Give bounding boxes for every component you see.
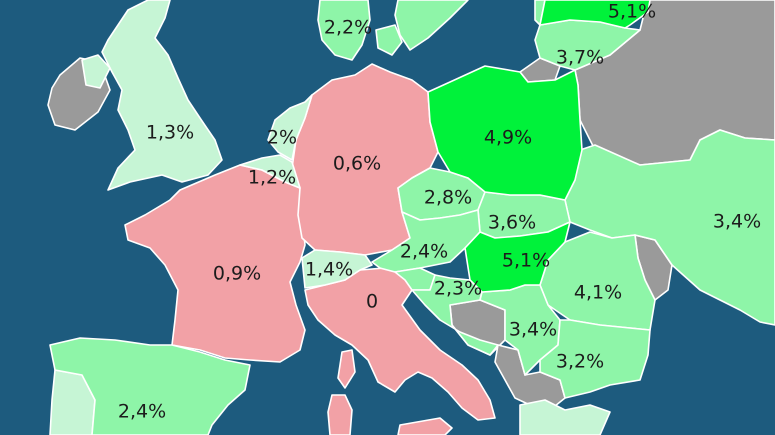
label-ukraine: 3,4% xyxy=(713,211,761,233)
country-sweden xyxy=(394,0,469,51)
label-austria: 2,4% xyxy=(400,241,448,263)
label-poland: 4,9% xyxy=(484,127,532,149)
country-switzerland xyxy=(301,249,373,289)
country-sicily xyxy=(397,417,453,435)
country-greece-top xyxy=(519,399,611,435)
country-netherlands xyxy=(267,94,313,161)
label-france: 0,9% xyxy=(213,263,261,285)
label-germany: 0,6% xyxy=(333,153,381,175)
country-lithuania xyxy=(539,0,651,29)
country-spain xyxy=(49,337,251,435)
country-hungary xyxy=(464,221,571,293)
country-belgium xyxy=(239,154,301,189)
label-uk: 1,3% xyxy=(146,122,194,144)
label-belarus-area: 3,7% xyxy=(556,47,604,69)
country-sardinia xyxy=(327,394,353,435)
label-lithuania: 5,1% xyxy=(608,1,656,23)
country-france xyxy=(124,164,306,363)
label-hungary: 5,1% xyxy=(502,250,550,272)
label-switzerland: 1,4% xyxy=(305,259,353,281)
country-croatia xyxy=(411,274,499,356)
country-bulgaria xyxy=(539,319,651,399)
label-bulgaria: 3,2% xyxy=(556,351,604,373)
country-uk xyxy=(101,0,223,191)
label-denmark: 2,2% xyxy=(324,17,372,39)
label-netherlands: 2% xyxy=(267,127,297,149)
label-spain: 2,4% xyxy=(118,401,166,423)
label-czechia: 2,8% xyxy=(424,187,472,209)
country-corsica xyxy=(337,349,356,389)
label-belgium: 1,2% xyxy=(248,167,296,189)
label-romania: 4,1% xyxy=(574,282,622,304)
country-northern-ireland xyxy=(81,54,111,89)
country-denmark-island xyxy=(375,24,403,56)
label-croatia: 2,3% xyxy=(434,278,482,300)
country-denmark xyxy=(317,0,371,61)
country-ukraine xyxy=(564,129,775,326)
label-italy: 0 xyxy=(366,291,378,313)
label-serbia: 3,4% xyxy=(509,319,557,341)
country-labels: 1,3% 2,2% 5,1% 3,7% 2% 1,2% 0,6% 4,9% 3,4% 2,8% 3,… xyxy=(118,1,761,423)
label-slovakia: 3,6% xyxy=(488,212,536,234)
country-poland xyxy=(427,65,583,201)
